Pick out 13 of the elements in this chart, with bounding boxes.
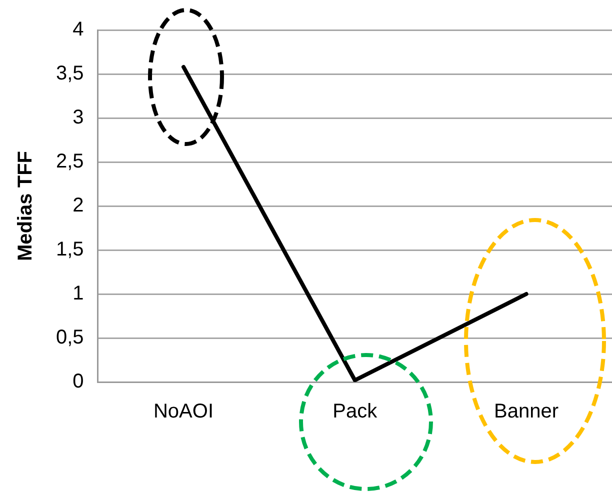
y-tick-label: 2 <box>72 194 84 217</box>
x-tick-label: Pack <box>332 400 378 423</box>
y-tick-label: 0 <box>72 370 84 393</box>
x-tick-label: Banner <box>494 400 559 423</box>
y-tick-label: 1 <box>72 282 84 305</box>
x-tick-label: NoAOI <box>153 400 214 423</box>
y-axis-title: Medias TFF <box>14 150 37 262</box>
y-tick-label: 2,5 <box>56 150 84 173</box>
y-tick-label: 3,5 <box>56 62 84 85</box>
y-tick-label: 3 <box>72 106 84 129</box>
y-tick-label: 4 <box>72 18 84 41</box>
y-tick-label: 1,5 <box>56 238 84 261</box>
y-tick-label: 0,5 <box>56 326 84 349</box>
